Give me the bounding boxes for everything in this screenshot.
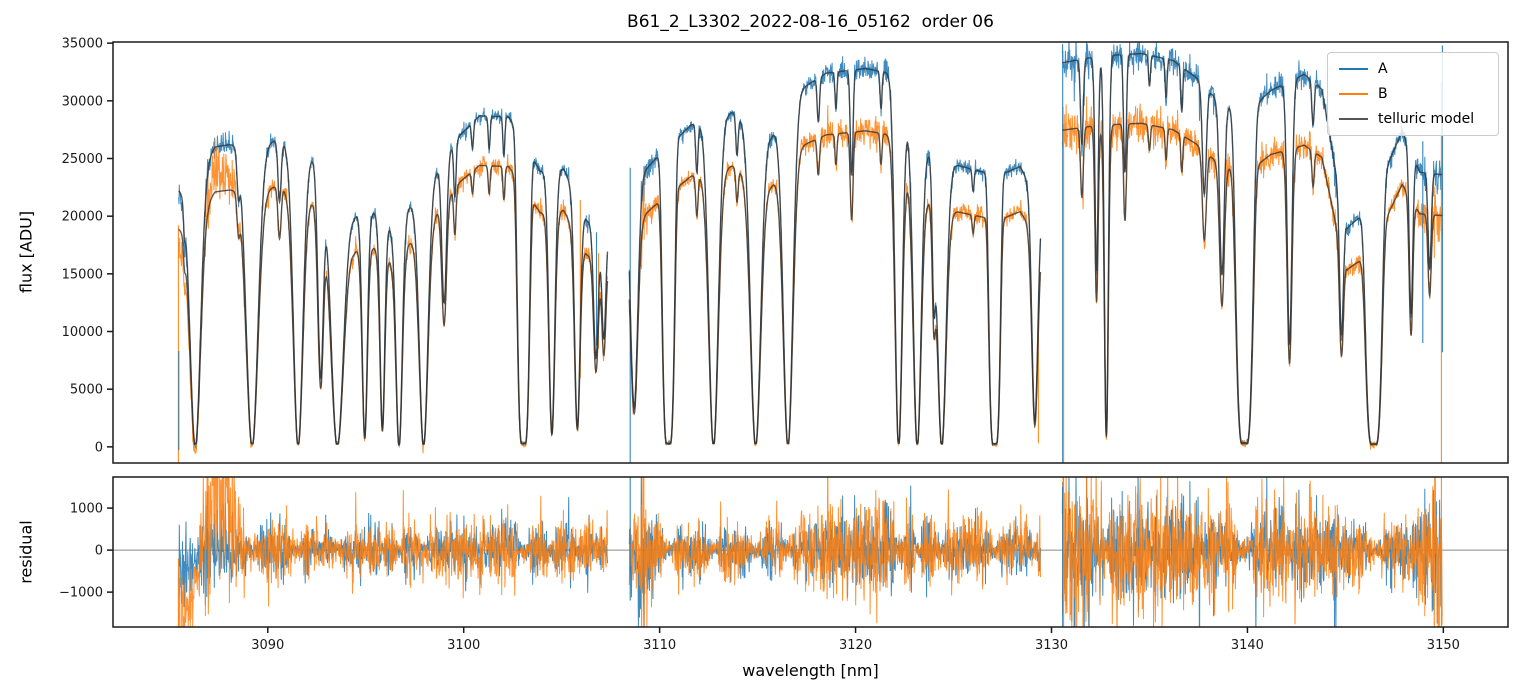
telluric-model-over-B-line — [178, 122, 1443, 446]
flux-panel-frame — [112, 41, 1509, 464]
series-a-line-swatch — [1339, 68, 1368, 71]
telluric-model-line-swatch — [1339, 117, 1368, 120]
telluric-model-over-A-line — [178, 52, 1443, 445]
legend: A B telluric model — [1327, 52, 1499, 136]
legend-entry-a: A — [1328, 61, 1498, 77]
flux-y-tick-label: 30000 — [62, 94, 103, 109]
wavelength-x-tick-label: 3110 — [643, 638, 676, 653]
residual-A-line — [178, 477, 1443, 627]
legend-label-a: A — [1378, 61, 1388, 78]
residual-panel-frame — [112, 476, 1509, 628]
flux-y-tick-label: 25000 — [62, 152, 103, 167]
wavelength-x-tick-label: 3100 — [447, 638, 480, 653]
flux-y-tick-label: 20000 — [62, 210, 103, 225]
residual-y-tick-label: 0 — [95, 544, 103, 559]
legend-label-b: B — [1378, 85, 1388, 102]
series-B-line — [178, 96, 1443, 455]
legend-entry-b: B — [1328, 86, 1498, 102]
wavelength-x-tick-label: 3120 — [839, 638, 872, 653]
residual-y-tick-label: −1000 — [59, 586, 103, 601]
legend-label-telluric-model: telluric model — [1378, 110, 1475, 127]
legend-entry-telluric-model: telluric model — [1328, 111, 1498, 127]
series-b-line-swatch — [1339, 92, 1368, 95]
flux-y-tick-label: 35000 — [62, 37, 103, 52]
flux-y-tick-label: 0 — [95, 440, 103, 455]
flux-y-tick-label: 10000 — [62, 325, 103, 340]
wavelength-x-tick-label: 3150 — [1427, 638, 1460, 653]
chart-title: B61_2_L3302_2022-08-16_05162 order 06 — [627, 12, 994, 32]
wavelength-x-tick-label: 3090 — [251, 638, 284, 653]
residual-y-tick-label: 1000 — [70, 502, 103, 517]
wavelength-x-tick-label: 3140 — [1231, 638, 1264, 653]
flux-y-tick-label: 5000 — [70, 383, 103, 398]
wavelength-axis-label: wavelength [nm] — [742, 661, 879, 680]
wavelength-x-tick-label: 3130 — [1035, 638, 1068, 653]
residual-B-line — [178, 477, 1443, 627]
series-A-line — [178, 42, 1443, 450]
flux-y-tick-label: 15000 — [62, 267, 103, 282]
